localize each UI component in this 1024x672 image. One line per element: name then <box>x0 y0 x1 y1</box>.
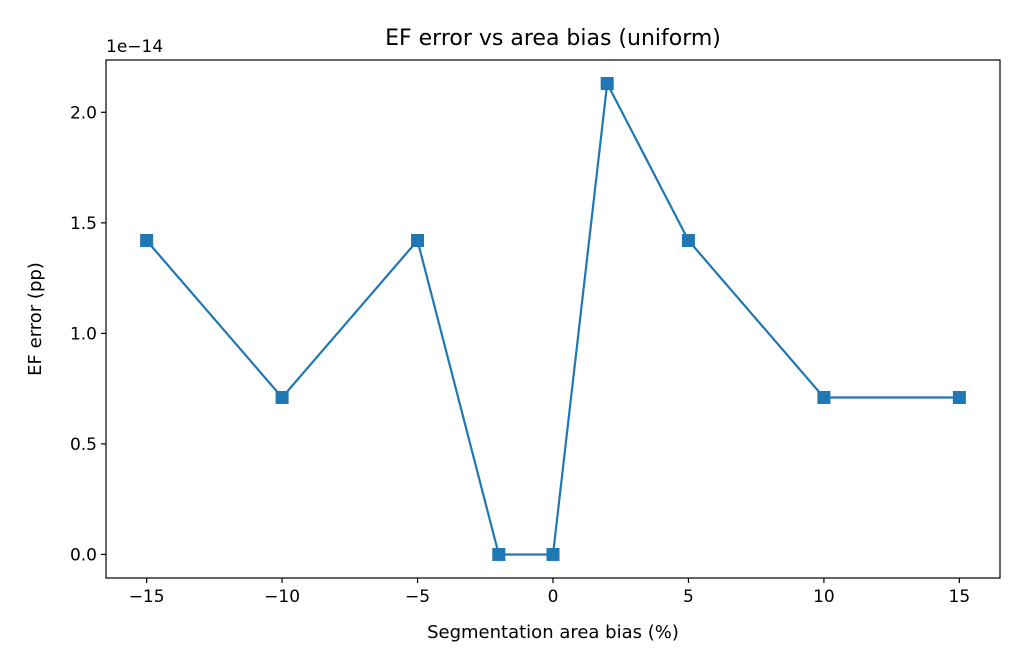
x-tick-label: −10 <box>264 587 300 607</box>
y-tick-label: 0.5 <box>70 435 97 455</box>
data-point-marker <box>952 390 966 404</box>
y-tick-label: 1.5 <box>70 214 97 234</box>
data-point-marker <box>275 390 289 404</box>
data-point-marker <box>817 390 831 404</box>
data-point-marker <box>681 234 695 248</box>
axes-frame <box>105 59 1001 579</box>
data-point-marker <box>140 234 154 248</box>
x-tick-label: −15 <box>129 587 165 607</box>
data-point-marker <box>492 547 506 561</box>
plot-area: −15 −10 −5 0 5 10 15 0.0 0.5 1.0 1.5 2.0 <box>70 77 970 607</box>
x-tick-label: 5 <box>683 587 694 607</box>
x-tick-label: −5 <box>405 587 430 607</box>
y-axis-label: EF error (pp) <box>25 262 46 376</box>
x-tick-label: 10 <box>813 587 835 607</box>
y-offset-label: 1e−14 <box>106 37 163 57</box>
y-tick-label: 0.0 <box>70 545 97 565</box>
x-tick-label: 0 <box>548 587 559 607</box>
data-point-marker <box>546 547 560 561</box>
y-tick-label: 2.0 <box>70 103 97 123</box>
y-tick-label: 1.0 <box>70 324 97 344</box>
data-point-marker <box>600 77 614 91</box>
data-point-marker <box>411 234 425 248</box>
chart-title: EF error vs area bias (uniform) <box>385 26 721 51</box>
x-axis-label: Segmentation area bias (%) <box>427 622 679 643</box>
x-tick-label: 15 <box>949 587 971 607</box>
